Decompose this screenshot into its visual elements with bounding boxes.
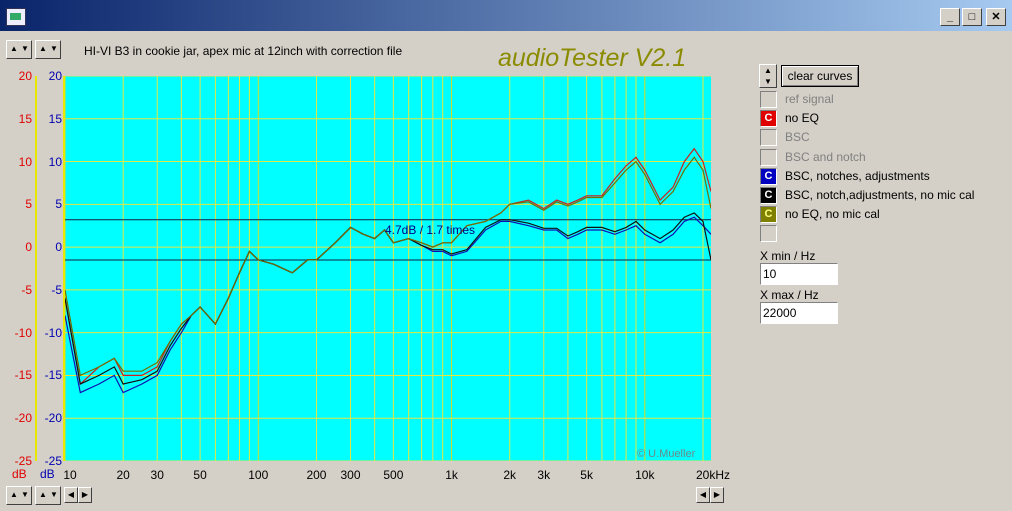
scroll-left-button[interactable]: ◀	[64, 487, 78, 503]
legend-label: BSC	[785, 130, 810, 145]
y-tick-label: -10	[14, 325, 32, 340]
y-tick-label: -5	[21, 282, 32, 297]
frequency-response-chart[interactable]: 4.7dB / 1.7 times © U.Mueller	[65, 76, 711, 461]
arrow-right-icon: ▶	[713, 490, 721, 499]
xmax-input[interactable]	[760, 302, 838, 324]
scroll-right-button-end[interactable]: ▶	[710, 487, 724, 503]
arrow-up-icon: ▲	[10, 44, 18, 53]
legend-label: BSC and notch	[785, 149, 866, 164]
x-tick-label: 500	[383, 468, 404, 482]
y-tick-label: 15	[48, 111, 62, 126]
y-tick-label: -5	[51, 282, 62, 297]
legend-label: BSC, notches, adjustments	[785, 168, 930, 183]
y-tick-label: 15	[18, 111, 32, 126]
legend-label: ref signal	[785, 92, 834, 106]
scroll-left-button-end[interactable]: ◀	[696, 487, 710, 503]
x-tick-label: 2k	[503, 468, 517, 482]
arrow-down-icon: ▼	[21, 44, 29, 53]
xmin-label: X min / Hz	[760, 249, 816, 263]
legend-label: no EQ, no mic cal	[785, 207, 880, 222]
arrow-down-icon: ▼	[764, 77, 772, 86]
copyright-note: © U.Mueller	[637, 448, 696, 460]
y-tick-label: 5	[55, 197, 62, 212]
legend-label: no EQ	[785, 111, 820, 126]
y-scale-spinner-left[interactable]: ▲ ▼	[6, 486, 32, 505]
plot-background	[65, 76, 711, 461]
y-tick-label: -10	[44, 325, 62, 340]
y-tick-label: -25	[44, 454, 62, 468]
minimize-button[interactable]: _	[940, 8, 960, 26]
y-tick-label: -20	[44, 411, 62, 426]
curve-select-spinner[interactable]: ▲ ▼	[759, 64, 777, 88]
title-bar: _ □ ✕	[0, 0, 1012, 31]
x-tick-label: 20kHz	[695, 468, 730, 482]
legend-color-swatch[interactable]	[760, 91, 777, 108]
legend-color-swatch[interactable]: C	[760, 110, 777, 128]
left-axis-unit: dB	[12, 467, 27, 481]
legend-color-swatch[interactable]	[760, 225, 777, 243]
arrow-up-icon: ▲	[39, 490, 47, 499]
arrow-left-icon: ◀	[67, 490, 75, 499]
scroll-right-button[interactable]: ▶	[78, 487, 92, 503]
y-tick-label: 20	[48, 69, 62, 83]
arrow-right-icon: ▶	[81, 490, 89, 499]
x-tick-label: 30	[150, 468, 164, 482]
x-tick-label: 200	[306, 468, 327, 482]
x-tick-label: 20	[116, 468, 130, 482]
left-axis-line	[35, 76, 37, 461]
brand-logo: audioTester V2.1	[498, 44, 687, 72]
right-axis-unit: dB	[40, 467, 55, 481]
arrow-down-icon: ▼	[50, 490, 58, 499]
right-axis-line	[63, 76, 65, 461]
y-tick-label: 10	[18, 154, 32, 169]
x-tick-label: 10k	[635, 468, 655, 482]
y-tick-label: 20	[18, 69, 32, 83]
marker-readout: 4.7dB / 1.7 times	[385, 223, 475, 237]
x-tick-label: 100	[248, 468, 269, 482]
y-tick-label: -25	[14, 454, 32, 468]
y-offset-spinner-right[interactable]: ▲ ▼	[35, 40, 61, 59]
y-tick-label: 10	[48, 154, 62, 169]
arrow-down-icon: ▼	[21, 490, 29, 499]
maximize-button[interactable]: □	[962, 8, 982, 26]
y-tick-label: 0	[25, 240, 32, 255]
grid	[65, 76, 711, 461]
legend-color-swatch[interactable]: C	[760, 206, 777, 224]
plot-title: HI-VI B3 in cookie jar, apex mic at 12in…	[84, 44, 403, 58]
y-scale-spinner-right[interactable]: ▲ ▼	[35, 486, 61, 505]
app-icon	[6, 8, 26, 26]
xmin-input[interactable]	[760, 263, 838, 285]
arrow-up-icon: ▲	[10, 490, 18, 499]
legend-color-swatch[interactable]	[760, 129, 777, 147]
x-tick-label: 10	[63, 468, 77, 482]
x-tick-label: 1k	[445, 468, 458, 482]
marker-lines	[65, 219, 711, 261]
legend-label: BSC, notch,adjustments, no mic cal	[785, 188, 975, 202]
x-tick-label: 50	[193, 468, 207, 482]
arrow-up-icon: ▲	[764, 66, 772, 75]
y-tick-label: -15	[14, 368, 32, 383]
x-tick-label: 3k	[537, 468, 551, 482]
curves	[65, 147, 711, 394]
xmax-label: X max / Hz	[760, 288, 819, 302]
arrow-up-icon: ▲	[39, 44, 47, 53]
y-tick-label: -15	[44, 368, 62, 383]
y-tick-label: -20	[14, 411, 32, 426]
close-button[interactable]: ✕	[986, 8, 1006, 26]
legend-color-swatch[interactable]: C	[760, 187, 777, 204]
clear-curves-button[interactable]: clear curves	[781, 65, 859, 87]
y-tick-label: 0	[55, 240, 62, 255]
legend-color-swatch[interactable]: C	[760, 167, 777, 185]
y-tick-label: 5	[25, 197, 32, 212]
y-offset-spinner-left[interactable]: ▲ ▼	[6, 40, 32, 59]
arrow-down-icon: ▼	[50, 44, 58, 53]
x-tick-label: 5k	[580, 468, 593, 482]
x-tick-label: 300	[340, 468, 361, 482]
legend-color-swatch[interactable]	[760, 148, 777, 166]
arrow-left-icon: ◀	[699, 490, 707, 499]
curve-no-eq-no-mic-cal	[65, 156, 711, 377]
